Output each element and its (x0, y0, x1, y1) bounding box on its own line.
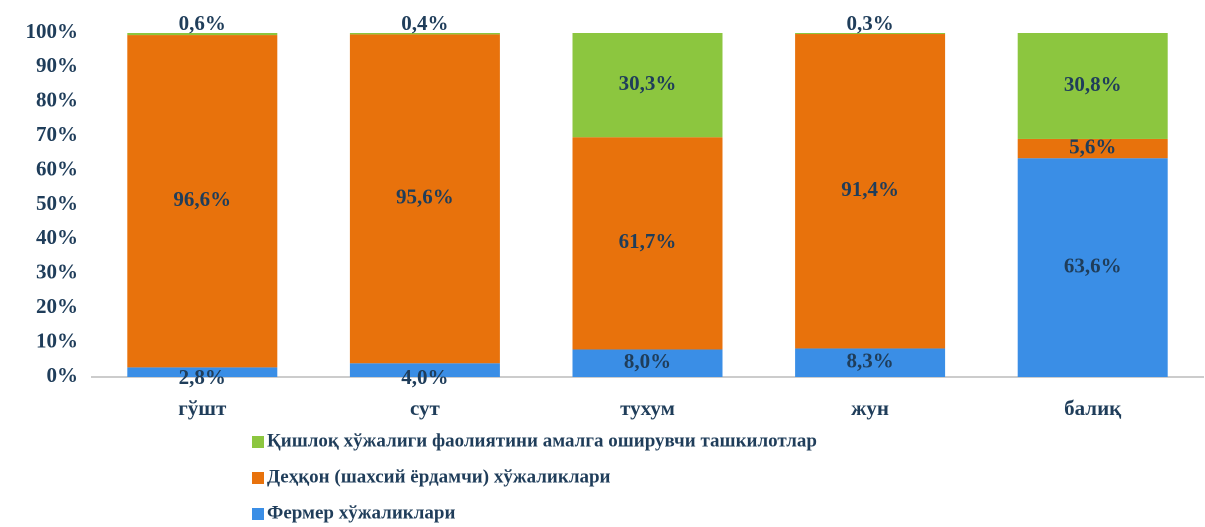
bar-segment (795, 33, 946, 35)
data-label: 4,0% (401, 365, 448, 389)
x-tick-label: сут (410, 396, 441, 420)
y-tick-label: 100% (26, 19, 79, 43)
y-tick-label: 30% (36, 260, 78, 284)
data-label: 61,7% (619, 229, 677, 253)
bar-segment (572, 33, 723, 138)
data-label: 5,6% (1069, 134, 1116, 158)
y-tick-label: 70% (36, 122, 78, 146)
bar-segment (127, 33, 278, 36)
bar-segment (127, 35, 278, 368)
data-label: 91,4% (841, 177, 899, 201)
legend-label: Деҳқон (шахсий ёрдамчи) хўжаликлари (267, 466, 611, 487)
legend-swatch (252, 436, 264, 448)
bar-segment (349, 34, 500, 364)
data-label: 0,3% (846, 11, 893, 35)
bar-segment (1017, 138, 1168, 159)
y-tick-label: 10% (36, 328, 78, 352)
data-label: 2,8% (179, 365, 226, 389)
data-label: 95,6% (396, 185, 454, 209)
bar-segment (127, 367, 278, 377)
legend-label: Фермер хўжаликлари (267, 502, 455, 523)
legend-label: Қишлоқ хўжалиги фаолиятини амалга оширув… (267, 430, 817, 451)
bar-segment (349, 33, 500, 35)
data-label: 8,0% (624, 349, 671, 373)
data-label: 8,3% (846, 349, 893, 373)
data-label: 96,6% (173, 187, 231, 211)
x-tick-label: жун (851, 396, 889, 420)
bar-segment (795, 348, 946, 377)
data-label: 63,6% (1064, 253, 1122, 277)
data-label: 30,8% (1064, 72, 1122, 96)
data-label: 0,6% (179, 11, 226, 35)
x-tick-label: тухум (620, 396, 675, 420)
y-tick-label: 20% (36, 294, 78, 318)
y-tick-label: 80% (36, 88, 78, 112)
legend-swatch (252, 508, 264, 520)
bar-segment (1017, 33, 1168, 139)
data-label: 30,3% (619, 71, 677, 95)
y-tick-label: 60% (36, 156, 78, 180)
bar-segment (572, 137, 723, 350)
bar-segment (349, 363, 500, 377)
y-tick-label: 50% (36, 191, 78, 215)
x-tick-label: балиқ (1064, 396, 1122, 420)
y-tick-label: 0% (47, 363, 79, 387)
y-tick-label: 90% (36, 53, 78, 77)
bar-segment (1017, 158, 1168, 377)
bar-segment (795, 34, 946, 349)
y-tick-label: 40% (36, 225, 78, 249)
data-label: 0,4% (401, 11, 448, 35)
bar-segment (572, 349, 723, 377)
x-tick-label: гўшт (178, 396, 227, 420)
legend-swatch (252, 472, 264, 484)
